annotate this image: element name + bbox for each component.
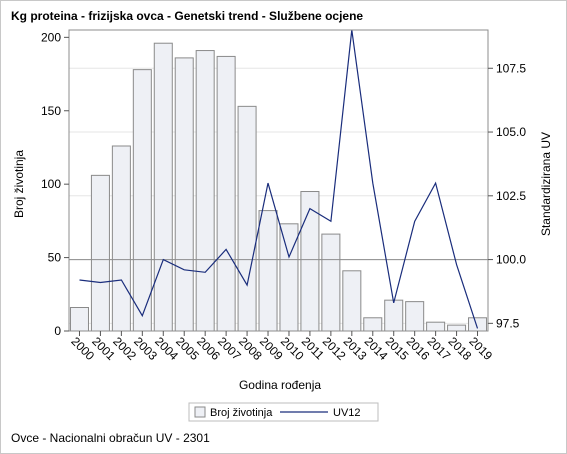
bar <box>132 69 152 332</box>
y-right-tick-label: 97.5 <box>496 316 520 330</box>
y-right-tick-label: 107.5 <box>496 61 526 75</box>
legend-bar-swatch <box>194 406 206 418</box>
x-axis-title: Godina rođenja <box>239 378 321 392</box>
uv12-line <box>79 29 479 329</box>
bar <box>363 317 383 332</box>
y-left-tick-label: 150 <box>41 104 61 118</box>
legend: Broj životinja UV12 <box>188 402 379 422</box>
grid-lines <box>69 67 488 324</box>
y-right-tick-label: 100.0 <box>496 253 526 267</box>
bar <box>174 57 194 332</box>
bar <box>111 145 131 332</box>
bar <box>426 321 446 332</box>
legend-label-bars: Broj životinja <box>210 407 273 419</box>
bar <box>468 317 488 332</box>
bar <box>279 223 299 332</box>
chart-title: Kg proteina - frizijska ovca - Genetski … <box>11 9 364 23</box>
bar <box>258 210 278 332</box>
bar <box>321 233 341 332</box>
y-right-tick-label: 102.5 <box>496 189 526 203</box>
bar-series <box>69 42 488 332</box>
legend-label-line: UV12 <box>333 407 361 419</box>
bar <box>90 174 110 332</box>
bar <box>342 270 362 332</box>
plot-frame <box>68 29 489 332</box>
y-right-tick-label: 105.0 <box>496 125 526 139</box>
y-axis-right-title: Standardizirana UV <box>539 132 553 236</box>
bar <box>153 42 173 332</box>
bar <box>69 307 89 332</box>
y-axis-left-title: Broj životinja <box>12 150 26 218</box>
bar <box>384 299 404 332</box>
bar <box>195 50 215 332</box>
bar <box>447 324 467 332</box>
bar <box>216 55 236 332</box>
y-left-tick-label: 100 <box>41 177 61 191</box>
chart-footnote: Ovce - Nacionalni obračun UV - 2301 <box>11 431 210 445</box>
bar <box>405 301 425 332</box>
bar <box>237 105 257 332</box>
y-left-tick-label: 0 <box>54 324 61 338</box>
x-tick-label: 2000 <box>68 334 97 363</box>
y-left-tick-label: 50 <box>48 251 62 265</box>
y-left-tick-label: 200 <box>41 30 61 44</box>
